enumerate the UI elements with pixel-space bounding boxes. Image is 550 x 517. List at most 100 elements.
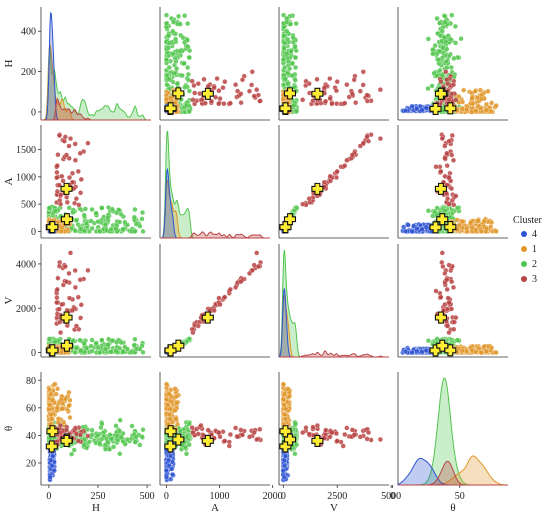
panel-A-A bbox=[160, 125, 270, 238]
point-cluster-2 bbox=[453, 40, 459, 46]
point-cluster-2 bbox=[425, 208, 431, 214]
point-cluster-2 bbox=[177, 48, 183, 54]
point-cluster-3 bbox=[195, 323, 201, 329]
point-cluster-2 bbox=[170, 28, 176, 34]
point-cluster-3 bbox=[77, 277, 83, 283]
point-cluster-2 bbox=[133, 346, 139, 352]
point-cluster-2 bbox=[170, 19, 176, 25]
point-cluster-2 bbox=[429, 83, 435, 89]
point-cluster-3 bbox=[72, 157, 78, 163]
point-cluster-3 bbox=[451, 202, 457, 208]
point-cluster-2 bbox=[132, 228, 138, 234]
point-cluster-2 bbox=[72, 228, 78, 234]
point-cluster-2 bbox=[88, 343, 94, 349]
point-cluster-3 bbox=[360, 69, 366, 75]
point-cluster-3 bbox=[453, 315, 459, 321]
point-cluster-4 bbox=[414, 348, 420, 354]
point-cluster-2 bbox=[124, 222, 130, 228]
point-cluster-2 bbox=[95, 219, 101, 225]
point-cluster-3 bbox=[66, 174, 73, 181]
point-cluster-3 bbox=[67, 250, 74, 256]
centroid-marker bbox=[164, 102, 177, 115]
panel-V-V bbox=[279, 244, 389, 357]
point-cluster-2 bbox=[289, 73, 295, 79]
point-cluster-3 bbox=[55, 275, 61, 281]
point-cluster-3 bbox=[57, 319, 63, 325]
point-cluster-2 bbox=[163, 12, 170, 18]
panel-H-H bbox=[41, 7, 151, 120]
point-cluster-2 bbox=[52, 339, 58, 345]
point-cluster-3 bbox=[192, 90, 198, 96]
point-cluster-3 bbox=[213, 94, 219, 100]
point-cluster-1 bbox=[481, 218, 487, 224]
point-cluster-3 bbox=[449, 279, 455, 285]
point-cluster-2 bbox=[425, 338, 431, 344]
point-cluster-2 bbox=[186, 54, 192, 61]
point-cluster-3 bbox=[300, 201, 306, 207]
point-cluster-3 bbox=[334, 168, 340, 174]
point-cluster-2 bbox=[451, 55, 457, 61]
point-cluster-3 bbox=[327, 76, 333, 82]
point-cluster-1 bbox=[472, 88, 478, 94]
point-cluster-1 bbox=[483, 107, 490, 113]
point-cluster-3 bbox=[222, 294, 228, 300]
point-cluster-3 bbox=[189, 78, 195, 84]
point-cluster-2 bbox=[129, 423, 135, 429]
point-cluster-3 bbox=[190, 97, 196, 103]
point-cluster-2 bbox=[185, 44, 191, 50]
point-cluster-3 bbox=[344, 82, 350, 88]
point-cluster-2 bbox=[448, 64, 454, 71]
point-cluster-3 bbox=[334, 79, 340, 85]
point-cluster-3 bbox=[257, 98, 263, 104]
point-cluster-3 bbox=[450, 284, 457, 290]
point-cluster-3 bbox=[214, 76, 220, 82]
point-cluster-2 bbox=[120, 349, 126, 355]
point-cluster-3 bbox=[351, 77, 357, 83]
point-cluster-3 bbox=[448, 186, 455, 192]
point-cluster-3 bbox=[450, 157, 457, 163]
point-cluster-3 bbox=[78, 315, 84, 321]
point-cluster-3 bbox=[222, 79, 228, 85]
point-cluster-3 bbox=[254, 87, 260, 93]
point-cluster-3 bbox=[221, 101, 227, 107]
point-cluster-2 bbox=[166, 33, 172, 39]
point-cluster-3 bbox=[66, 143, 72, 149]
panel-A-V bbox=[279, 125, 389, 238]
point-cluster-3 bbox=[449, 152, 455, 158]
point-cluster-1 bbox=[489, 219, 495, 226]
point-cluster-3 bbox=[72, 284, 78, 290]
point-cluster-2 bbox=[287, 66, 293, 72]
point-cluster-3 bbox=[364, 134, 370, 140]
point-cluster-2 bbox=[292, 77, 298, 83]
point-cluster-3 bbox=[334, 101, 340, 107]
point-cluster-3 bbox=[58, 201, 64, 207]
point-cluster-2 bbox=[166, 64, 172, 71]
point-cluster-3 bbox=[442, 270, 448, 276]
point-cluster-2 bbox=[77, 337, 83, 343]
point-cluster-2 bbox=[442, 19, 448, 25]
point-cluster-2 bbox=[449, 12, 455, 18]
point-cluster-3 bbox=[442, 143, 448, 149]
point-cluster-3 bbox=[255, 263, 261, 270]
point-cluster-3 bbox=[66, 270, 72, 276]
point-cluster-3 bbox=[59, 173, 65, 179]
point-cluster-3 bbox=[61, 138, 67, 144]
point-cluster-2 bbox=[132, 206, 138, 213]
point-cluster-2 bbox=[432, 42, 438, 49]
point-cluster-3 bbox=[78, 302, 84, 308]
point-cluster-2 bbox=[177, 21, 183, 27]
point-cluster-3 bbox=[433, 164, 439, 170]
point-cluster-3 bbox=[249, 82, 255, 88]
point-cluster-2 bbox=[66, 205, 72, 211]
point-cluster-3 bbox=[56, 306, 62, 312]
point-cluster-3 bbox=[69, 170, 76, 176]
point-cluster-3 bbox=[254, 250, 260, 256]
point-cluster-2 bbox=[284, 28, 290, 34]
point-cluster-3 bbox=[439, 250, 445, 256]
point-cluster-2 bbox=[105, 215, 111, 221]
point-cluster-3 bbox=[446, 201, 452, 207]
point-cluster-2 bbox=[430, 51, 436, 57]
point-cluster-4 bbox=[405, 222, 411, 228]
point-cluster-3 bbox=[60, 178, 66, 184]
